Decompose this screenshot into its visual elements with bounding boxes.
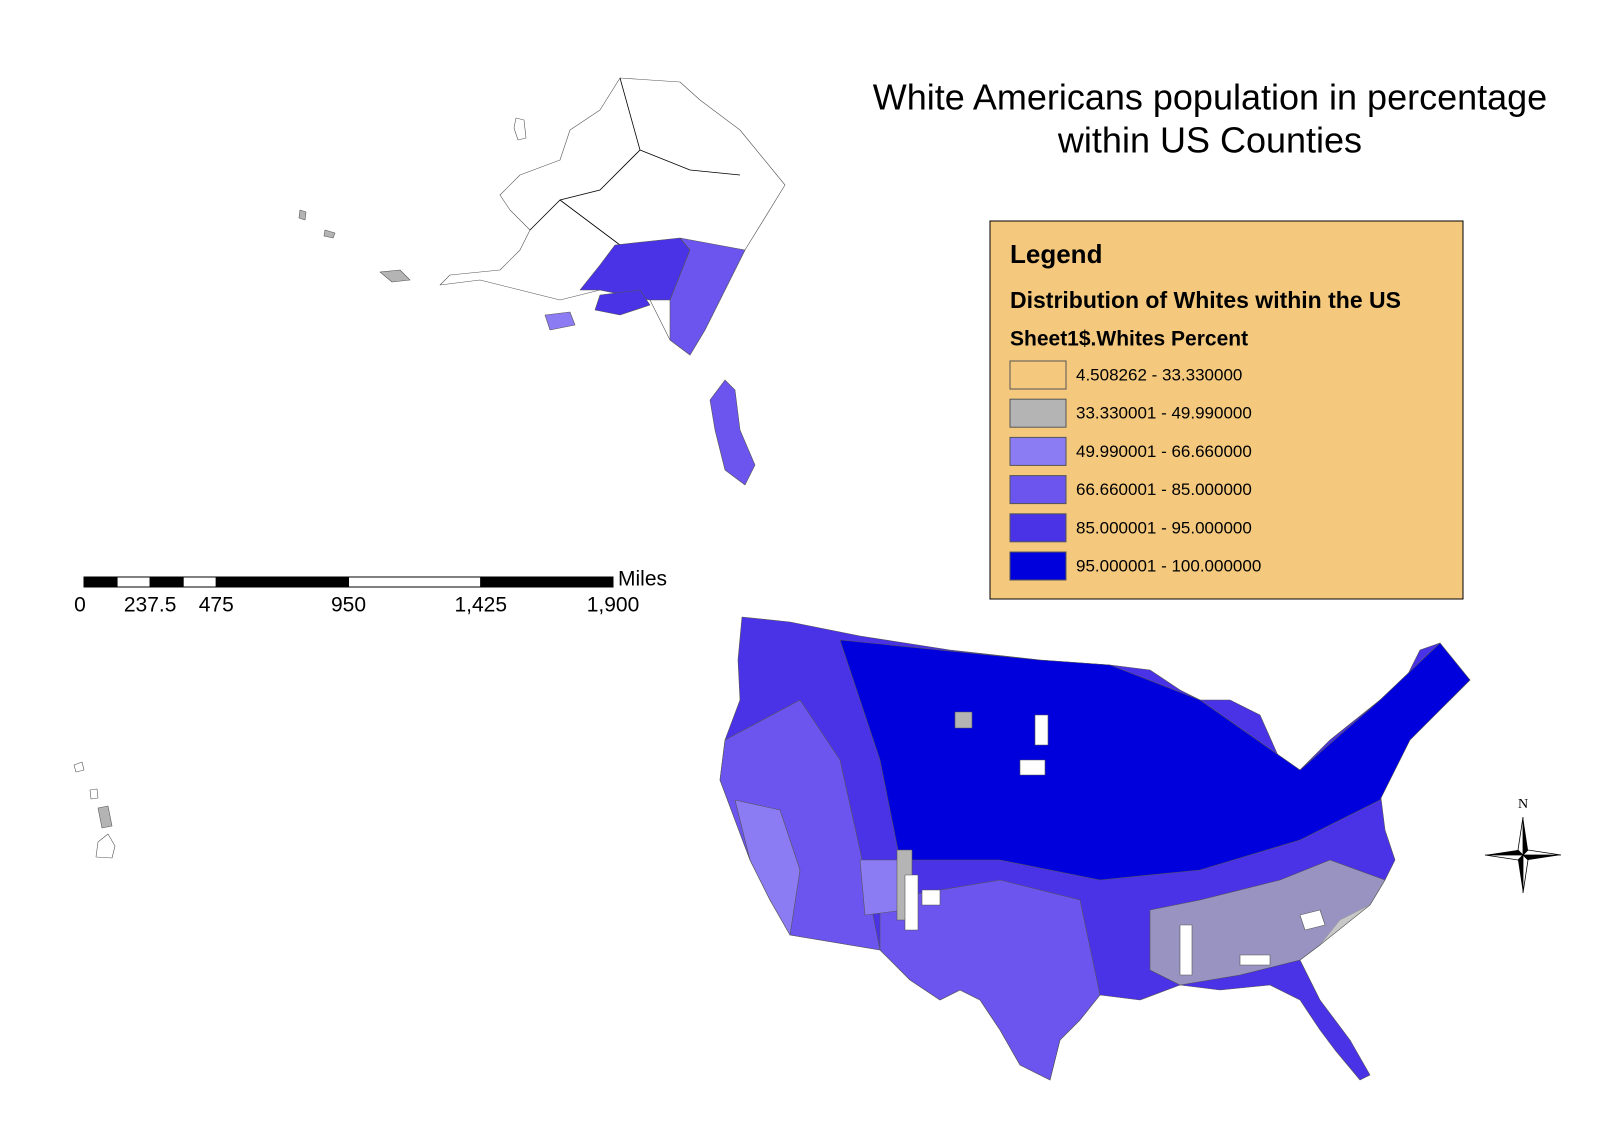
legend-swatch	[1009, 513, 1067, 543]
legend-swatch	[1009, 398, 1067, 428]
scale-segment	[83, 576, 118, 588]
alaska	[298, 77, 786, 486]
scale-unit: Miles	[618, 568, 667, 591]
scale-bar: Miles 0 237.5 475 950 1,425 1,900	[74, 568, 667, 617]
scale-segment	[215, 576, 349, 588]
scale-tick-label: 1,425	[454, 594, 507, 617]
north-label: N	[1518, 797, 1528, 812]
map-title: White Americans population in percentage	[873, 77, 1547, 118]
scale-segment	[116, 576, 151, 588]
north-arrow: N	[1484, 797, 1562, 894]
legend-label: 33.330001 - 49.990000	[1076, 404, 1252, 423]
scale-tick-label: 237.5	[124, 594, 177, 617]
legend-layer: Distribution of Whites within the US	[1010, 287, 1401, 313]
scale-tick-label: 1,900	[587, 594, 640, 617]
legend-label: 4.508262 - 33.330000	[1076, 365, 1242, 384]
scale-tick-label: 0	[74, 594, 86, 617]
legend-field: Sheet1$.Whites Percent	[1010, 328, 1248, 351]
legend-label: 49.990001 - 66.660000	[1076, 442, 1252, 461]
hawaii	[73, 761, 116, 859]
legend-heading: Legend	[1010, 239, 1102, 269]
legend-label: 95.000001 - 100.000000	[1076, 556, 1261, 575]
legend: Legend Distribution of Whites within the…	[989, 220, 1464, 600]
scale-segment	[182, 576, 217, 588]
scale-tick-label: 950	[331, 594, 366, 617]
scale-segment	[480, 576, 614, 588]
legend-label: 66.660001 - 85.000000	[1076, 480, 1252, 499]
legend-swatch	[1009, 551, 1067, 581]
legend-frame	[989, 220, 1464, 600]
legend-swatch	[1009, 475, 1067, 505]
legend-label: 85.000001 - 95.000000	[1076, 518, 1252, 537]
scale-segment	[348, 576, 482, 588]
legend-swatch	[1009, 436, 1067, 466]
contiguous-us	[719, 616, 1471, 1081]
scale-tick-label: 475	[199, 594, 234, 617]
map-title: within US Counties	[1057, 120, 1362, 161]
legend-swatch	[1009, 360, 1067, 390]
scale-segment	[149, 576, 184, 588]
